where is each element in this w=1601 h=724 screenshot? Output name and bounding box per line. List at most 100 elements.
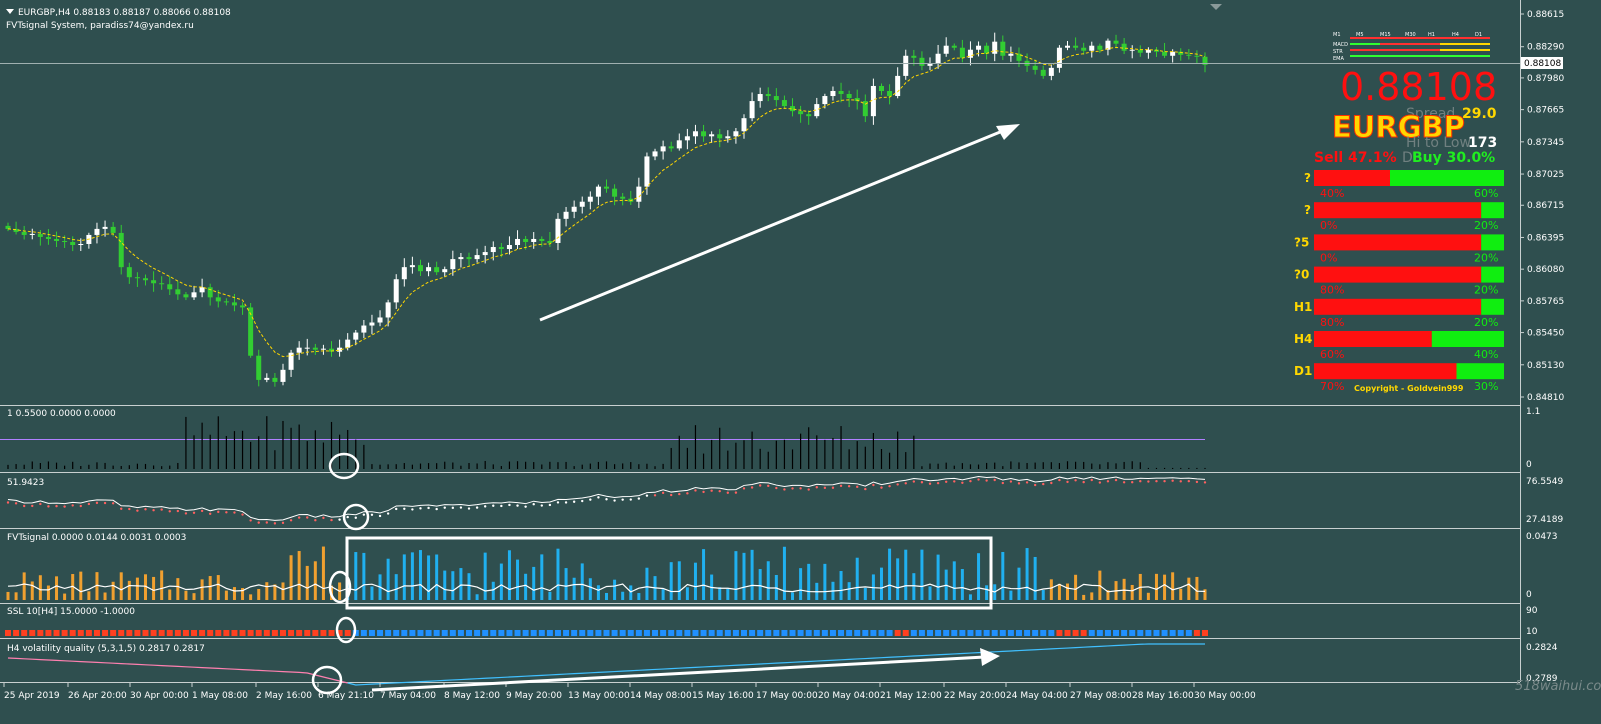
rsi-dot: [314, 519, 317, 522]
candle-body: [442, 269, 448, 273]
fvt-bar: [46, 585, 50, 600]
rsi-dot: [22, 504, 26, 508]
candle: [887, 84, 893, 105]
ssl-square: [368, 630, 375, 636]
candle: [102, 220, 108, 237]
rsi-dot: [645, 494, 649, 497]
fvt-bar: [605, 592, 608, 600]
rsi-dot: [39, 502, 42, 506]
fvt-bar: [766, 561, 770, 600]
candle-body: [312, 347, 318, 350]
rsi-dot: [548, 503, 552, 507]
candle: [134, 272, 140, 287]
price-tick-label: 0.85450: [1527, 329, 1564, 339]
time-label: 24 May 04:00: [1006, 691, 1068, 701]
time-label: 9 May 20:00: [506, 691, 562, 701]
ssl-square: [191, 630, 198, 636]
ssl-square: [1169, 630, 1176, 636]
candle-body: [1186, 54, 1192, 56]
fvt-bar: [726, 588, 730, 600]
fvt-bar: [1017, 567, 1021, 600]
candle-body: [668, 146, 674, 149]
ssl-square: [975, 630, 982, 636]
fvt-bar: [758, 569, 762, 600]
ssl-square: [21, 630, 28, 636]
ssl-square: [466, 630, 473, 636]
candle-body: [223, 301, 229, 303]
volatility-panel[interactable]: [7, 643, 1205, 686]
rsi-dot: [944, 480, 948, 483]
candle-body: [1153, 49, 1159, 52]
candle-body: [256, 355, 262, 380]
candle: [676, 133, 682, 151]
fvt-bar: [22, 572, 26, 600]
rsi-dot: [249, 519, 252, 522]
ssl-square: [1104, 630, 1111, 636]
candle: [612, 184, 618, 206]
ssl-square: [862, 630, 869, 636]
rsi-dot: [1017, 482, 1021, 485]
candle-body: [887, 91, 893, 97]
spread-label: Spread: [1406, 106, 1455, 122]
candle-body: [595, 186, 601, 197]
timeframe-rows: ? 40% 60%? 0% 20% ?5 0% 20% ?0 80% 20% H1 80% 20% H4 60…: [1294, 170, 1504, 393]
fvt-bar: [596, 585, 600, 600]
row-sell-text: 60%: [1320, 348, 1344, 361]
ssl-square: [1015, 630, 1022, 636]
sub1-axis-bottom: 0: [1526, 460, 1532, 470]
candle: [709, 131, 715, 143]
candle-body: [523, 238, 529, 242]
price-panel[interactable]: [5, 32, 1208, 387]
rsi-dot: [864, 487, 867, 491]
ssl-square: [126, 630, 133, 636]
rsi-dot: [508, 503, 511, 507]
row-sell-text: 70%: [1320, 380, 1344, 393]
fvtsignal-panel[interactable]: [6, 546, 1207, 600]
row-sell-bar: [1314, 170, 1390, 186]
ssl-square: [134, 630, 141, 636]
candle: [555, 213, 561, 251]
candle: [935, 44, 941, 69]
candle: [620, 193, 626, 206]
rsi-dot: [993, 478, 996, 482]
time-label: 26 Apr 20:00: [68, 691, 127, 701]
ssl-square: [571, 630, 578, 636]
rsi-dot: [281, 521, 285, 525]
sub4-label: SSL 10[H4] 15.0000 -1.0000: [7, 607, 135, 617]
row-sell-text: 0%: [1320, 251, 1337, 264]
rsi-dot: [233, 511, 236, 514]
shift-marker-icon[interactable]: [1210, 4, 1222, 10]
candle-body: [401, 267, 407, 280]
rsi-dot: [378, 514, 382, 518]
candle: [385, 299, 391, 327]
ssl-square: [999, 630, 1006, 636]
candle: [466, 252, 472, 266]
rsi-dot: [136, 509, 139, 512]
fvt-bar: [152, 576, 156, 600]
fvt-bar: [443, 570, 447, 600]
rsi-dot: [483, 505, 487, 508]
candle-body: [1129, 49, 1135, 51]
time-label: 7 May 04:00: [380, 691, 436, 701]
fvt-bar: [257, 589, 261, 600]
ssl-square: [77, 630, 84, 636]
rsi-dot: [694, 489, 697, 492]
candle: [409, 256, 415, 274]
candle: [701, 124, 707, 142]
mini-h-m30: M30: [1405, 32, 1416, 38]
ssl-panel[interactable]: [5, 630, 1208, 636]
candle-body: [320, 348, 326, 350]
dropdown-triangle-icon[interactable]: [6, 9, 14, 14]
ssl-square: [918, 630, 925, 636]
ssl-square: [724, 630, 731, 636]
candle: [78, 238, 84, 252]
ssl-square: [522, 630, 529, 636]
time-label: 17 May 00:00: [756, 691, 818, 701]
sub2-label: 51.9423: [7, 478, 44, 488]
ssl-square: [514, 630, 521, 636]
rsi-panel[interactable]: [6, 476, 1207, 525]
rsi-dot: [1098, 481, 1102, 484]
row-sell-bar: [1314, 202, 1482, 219]
histogram-panel[interactable]: [0, 416, 1206, 469]
